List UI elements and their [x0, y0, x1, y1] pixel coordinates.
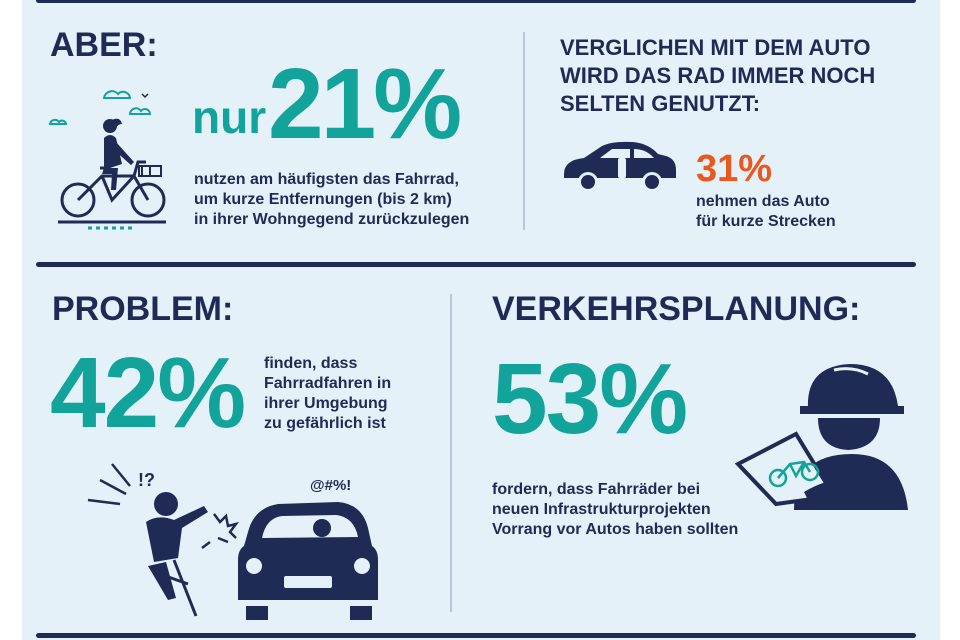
aber-description-line: um kurze Entfernungen (bis 2 km) [194, 191, 452, 208]
aber-prefix: nur [192, 91, 267, 143]
aber-description: nutzen am häufigsten das Fahrrad, um kur… [194, 170, 469, 230]
auto-description: nehmen das Auto für kurze Strecken [696, 192, 836, 232]
car-icon [564, 141, 676, 192]
verkehr-description: fordern, dass Fahrräder bei neuen Infras… [492, 480, 738, 540]
verkehr-description-line: fordern, dass Fahrräder bei [492, 481, 701, 498]
infographic-panel: ABER: nur 21% [22, 0, 940, 640]
problem-description-line: finden, dass [264, 355, 358, 372]
aber-heading: ABER: [50, 26, 158, 64]
verkehr-heading: VERKEHRSPLANUNG: [492, 290, 861, 328]
auto-percent: 31% [696, 148, 773, 190]
problem-description-line: ihrer Umgebung [264, 395, 388, 412]
aber-description-line: nutzen am häufigsten das Fahrrad, [194, 171, 459, 188]
planner-with-bike-plan-icon [734, 364, 908, 510]
aber-description-line: in ihrer Wohngegend zurückzulegen [194, 211, 470, 228]
collision-exclaim-mark: !? [138, 470, 155, 490]
top-divider [36, 0, 916, 3]
verkehr-description-line: Vorrang vor Autos haben sollten [492, 521, 739, 538]
problem-heading: PROBLEM: [52, 290, 234, 328]
vertical-divider-top [523, 32, 525, 230]
problem-description: finden, dass Fahrradfahren in ihrer Umge… [264, 354, 391, 434]
verkehr-percent: 53% [492, 343, 688, 455]
auto-heading: VERGLICHEN MIT DEM AUTO WIRD DAS RAD IMM… [560, 34, 875, 118]
aber-percent: 21% [268, 48, 462, 160]
auto-heading-line: VERGLICHEN MIT DEM AUTO [560, 35, 871, 60]
middle-divider [36, 262, 916, 267]
auto-heading-line: WIRD DAS RAD IMMER NOCH [560, 63, 876, 88]
bottom-divider [36, 633, 916, 638]
auto-description-line: nehmen das Auto [696, 193, 830, 210]
problem-percent: 42% [50, 337, 246, 449]
problem-description-line: zu gefährlich ist [264, 415, 386, 432]
vertical-divider-bottom [450, 294, 452, 612]
auto-heading-line: SELTEN GENUTZT: [560, 91, 761, 116]
cyclist-car-collision-icon: !? @#%! [87, 463, 378, 620]
car-driver-swear-mark: @#%! [310, 477, 351, 494]
verkehr-description-line: neuen Infrastrukturprojekten [492, 501, 711, 518]
cyclist-woman-icon [48, 90, 166, 230]
auto-description-line: für kurze Strecken [696, 213, 836, 230]
problem-description-line: Fahrradfahren in [264, 375, 392, 392]
